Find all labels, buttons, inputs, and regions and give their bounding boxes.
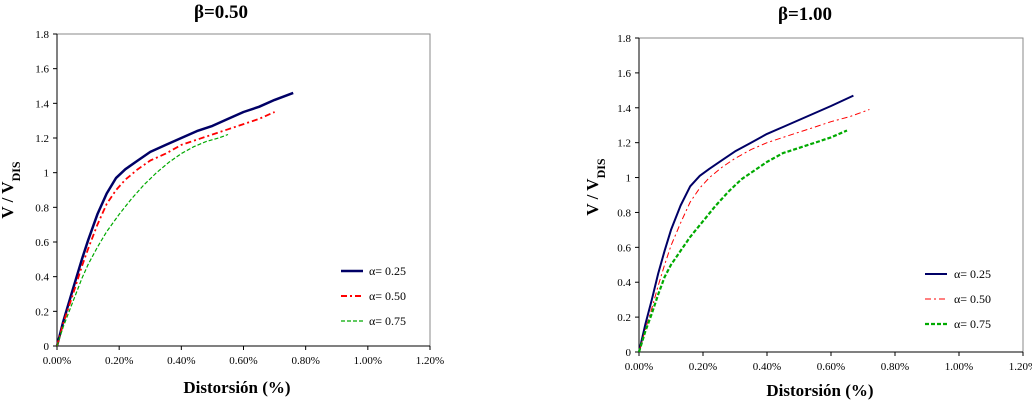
chart-1-x-tick-label: 1.00% xyxy=(354,355,382,367)
chart-1-y-tick-label: 0.6 xyxy=(35,237,49,249)
chart-2-x-tick-label: 0.40% xyxy=(753,361,781,373)
chart-1-legend-label-2: α= 0.75 xyxy=(369,314,406,328)
chart-1-x-ticks: 0.00% 0.20% 0.40% 0.60% 0.80% 1.00% 1.20% xyxy=(43,346,444,367)
chart-2-series-0-line xyxy=(638,94,854,353)
chart-2-x-tick-label: 1.00% xyxy=(945,361,973,373)
chart-1-y-axis-title-main: V / V xyxy=(0,181,17,219)
chart-1-y-tick-label: 0 xyxy=(44,341,50,353)
chart-2-y-tick-label: 0.2 xyxy=(617,312,631,324)
chart-2-x-tick-label: 0.60% xyxy=(817,361,845,373)
chart-1-series-1-line xyxy=(56,111,275,347)
chart-2-y-tick-label: 0 xyxy=(626,347,632,359)
chart-1-y-tick-label: 0.4 xyxy=(35,272,49,284)
chart-2-y-tick-label: 0.8 xyxy=(617,207,631,219)
chart-1-y-tick-label: 1.6 xyxy=(35,64,49,76)
chart-2-y-axis-title-main: V / V xyxy=(583,178,602,216)
chart-1-y-ticks: 0 0.2 0.4 0.6 0.8 1 1.2 1.4 1.6 1.8 xyxy=(35,29,57,353)
chart-2-y-tick-label: 1.8 xyxy=(617,33,631,45)
chart-1-series-0-line xyxy=(55,91,294,347)
chart-1-y-axis-title-sub: DIS xyxy=(9,161,23,181)
chart-1-y-tick-label: 1 xyxy=(44,168,50,180)
chart-2-y-axis-title-sub: DIS xyxy=(594,158,608,178)
chart-1: β=0.50 00.20.40.60.811.21.41.61.8 0.00% 0… xyxy=(0,2,444,397)
chart-2-series-2-line xyxy=(637,129,848,353)
chart-2-series-1-line xyxy=(638,109,870,353)
chart-2-y-tick-label: 0.4 xyxy=(617,277,631,289)
chart-1-series xyxy=(55,91,294,347)
chart-2-y-axis-title: V / VDIS xyxy=(583,158,608,216)
chart-2-x-tick-label: 1.20% xyxy=(1009,361,1032,373)
chart-2-x-tick-label: 0.00% xyxy=(625,361,653,373)
chart-1-x-tick-label: 0.60% xyxy=(229,355,257,367)
chart-2-y-tick-label: 1.4 xyxy=(617,103,631,115)
chart-2-legend-label-0: α= 0.25 xyxy=(954,267,991,281)
chart-1-x-tick-label: 0.40% xyxy=(167,355,195,367)
chart-1-y-axis-title: V / VDIS xyxy=(0,161,23,219)
chart-2-x-tick-label: 0.20% xyxy=(689,361,717,373)
chart-1-x-tick-label: 0.80% xyxy=(291,355,319,367)
chart-2-legend-label-1: α= 0.50 xyxy=(954,292,991,306)
chart-2-x-tick-label: 0.80% xyxy=(881,361,909,373)
chart-2-y-ticks: 0 0.2 0.4 0.6 0.8 1 1.2 1.4 1.6 1.8 xyxy=(617,33,639,359)
chart-2-series xyxy=(637,94,870,353)
chart-1-y-tick-label: 1.2 xyxy=(35,133,49,145)
chart-2-plot-area xyxy=(638,37,1024,353)
chart-2-y-tick-label: 0.6 xyxy=(617,242,631,254)
chart-2-x-axis-title: Distorsión (%) xyxy=(766,381,873,400)
chart-1-title: β=0.50 xyxy=(194,2,248,23)
chart-1-legend: α= 0.25 α= 0.50 α= 0.75 xyxy=(341,264,406,328)
chart-1-x-tick-label: 1.20% xyxy=(416,355,444,367)
chart-2-y-tick-label: 1.2 xyxy=(617,138,631,150)
chart-1-y-tick-label: 1.8 xyxy=(35,29,49,41)
chart-2: β=1.00 00.20.40.60.811.21.41.61.8 0.00% 0… xyxy=(583,4,1032,400)
chart-2-x-ticks: 0.00% 0.20% 0.40% 0.60% 0.80% 1.00% 1.20% xyxy=(625,352,1032,373)
chart-1-x-tick-label: 0.00% xyxy=(43,355,71,367)
chart-2-legend-label-2: α= 0.75 xyxy=(954,317,991,331)
chart-2-y-tick-label: 1 xyxy=(626,173,632,185)
chart-2-legend: α= 0.25 α= 0.50 α= 0.75 xyxy=(925,267,991,331)
chart-1-y-tick-label: 0.2 xyxy=(35,306,49,318)
chart-1-series-2-line xyxy=(56,133,229,347)
chart-2-title: β=1.00 xyxy=(778,4,832,25)
chart-2-y-tick-label: 1.6 xyxy=(617,68,631,80)
chart-1-legend-label-0: α= 0.25 xyxy=(369,264,406,278)
chart-1-x-axis-title: Distorsión (%) xyxy=(183,378,290,397)
chart-1-x-tick-label: 0.20% xyxy=(105,355,133,367)
chart-1-y-tick-label: 1.4 xyxy=(35,98,49,110)
chart-1-y-tick-label: 0.8 xyxy=(35,202,49,214)
chart-1-legend-label-1: α= 0.50 xyxy=(369,289,406,303)
chart-1-plot-area xyxy=(56,33,431,347)
